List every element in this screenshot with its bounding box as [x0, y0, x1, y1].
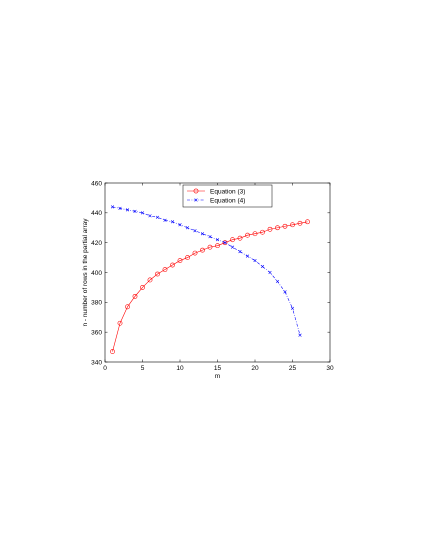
data-point [252, 231, 258, 237]
data-point [282, 223, 288, 229]
series-1 [110, 219, 310, 354]
data-point [193, 229, 197, 233]
data-point [200, 232, 205, 236]
data-point [223, 241, 227, 245]
x-tick-label: 25 [289, 365, 297, 372]
data-point [178, 223, 182, 227]
data-point [133, 209, 137, 213]
data-point [267, 226, 273, 232]
data-point [200, 247, 205, 253]
data-point [155, 215, 160, 219]
data-point [125, 208, 130, 212]
x-tick-label: 5 [141, 365, 145, 372]
data-point [147, 277, 153, 283]
data-point [207, 244, 213, 250]
data-point [110, 205, 115, 209]
data-point [117, 320, 123, 326]
y-tick-label: 340 [91, 359, 102, 366]
legend: Equation (3) Equation (4) [182, 184, 273, 208]
data-point [215, 238, 220, 242]
x-tick-label: 0 [103, 365, 107, 372]
data-point [118, 206, 122, 210]
data-point [215, 243, 220, 249]
data-point [238, 250, 242, 254]
data-point [260, 264, 265, 269]
data-point [163, 218, 167, 222]
y-axis-label: n - number of rows in the partial array [82, 218, 89, 327]
data-point [162, 267, 168, 272]
data-point [155, 271, 160, 277]
data-point [245, 232, 250, 238]
data-point [170, 262, 175, 268]
series-line [112, 221, 308, 352]
x-tick-label: 15 [214, 365, 222, 372]
data-point [148, 214, 152, 218]
legend-marker [193, 188, 199, 194]
data-point [283, 290, 287, 294]
data-point [185, 226, 190, 230]
x-axis-label: m [215, 373, 220, 380]
data-point [260, 229, 265, 235]
y-tick-label: 400 [91, 270, 102, 277]
data-point [208, 235, 212, 239]
y-tick-label: 460 [91, 180, 102, 187]
legend-label: Equation (4) [210, 197, 245, 204]
data-point [192, 250, 198, 256]
data-point [290, 306, 295, 310]
legend-box [182, 184, 273, 208]
data-point [245, 254, 250, 258]
data-point [290, 222, 295, 228]
data-point [253, 258, 257, 263]
x-tick-label: 30 [326, 365, 334, 372]
y-tick-label: 380 [91, 300, 102, 307]
data-point [305, 219, 310, 225]
data-point [230, 237, 235, 243]
legend-label: Equation (3) [210, 188, 245, 195]
data-point [298, 333, 302, 337]
data-point [297, 220, 303, 226]
data-point [110, 349, 115, 354]
data-point [230, 245, 235, 249]
data-point [275, 225, 280, 231]
legend-marker [194, 198, 198, 202]
axes-layer: 0 5 10 15 20 25 30 340 360 380 400 420 440 460 [91, 180, 334, 372]
series-layer [110, 205, 310, 354]
y-tick-label: 440 [91, 210, 102, 217]
data-point [140, 211, 145, 215]
data-point [177, 258, 183, 263]
plot-area [105, 183, 330, 362]
data-point [222, 240, 228, 246]
x-tick-label: 20 [251, 365, 259, 372]
data-point [185, 255, 190, 260]
axes-frame [104, 182, 331, 363]
y-tick-label: 360 [91, 329, 102, 336]
data-point [268, 270, 272, 275]
y-tick-label: 420 [91, 240, 102, 247]
data-point [132, 293, 138, 299]
series-2 [110, 205, 302, 337]
data-point [140, 285, 145, 290]
data-point [275, 279, 280, 284]
data-point [237, 235, 243, 241]
data-point [170, 220, 175, 224]
data-point [125, 304, 130, 310]
x-tick-label: 10 [176, 365, 184, 372]
